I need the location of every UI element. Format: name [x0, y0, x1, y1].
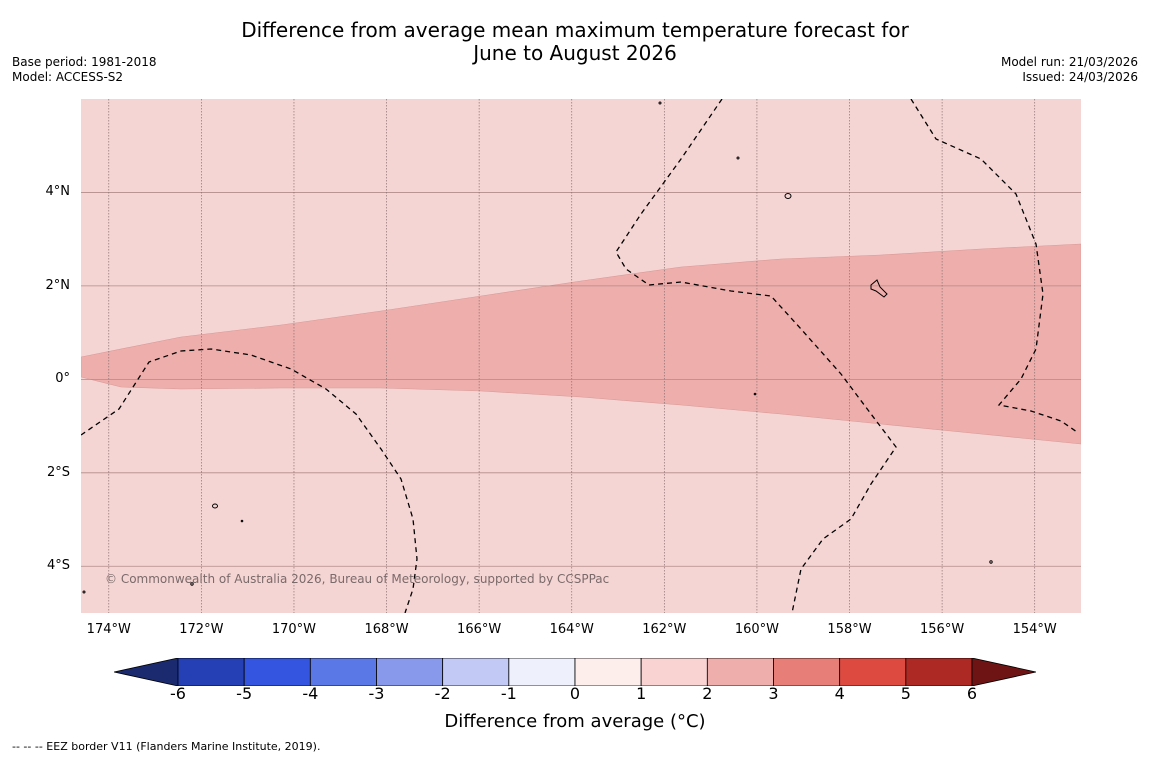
colorbar-tick-label: -4: [302, 684, 319, 703]
colorbar-tick-label: -1: [500, 684, 517, 703]
island: [753, 392, 757, 396]
lat-label: 4°N: [45, 184, 71, 200]
colorbar-cells: [114, 658, 1036, 686]
colorbar-tick-label: -5: [236, 684, 253, 703]
issued-date: Issued: 24/03/2026: [1022, 70, 1138, 84]
colorbar-tick-label: 6: [966, 684, 978, 703]
lat-label: 2°N: [45, 277, 71, 293]
colorbar-tick-label: 4: [834, 684, 845, 703]
model-run: Model run: 21/03/2026: [1000, 55, 1138, 69]
island: [736, 156, 740, 160]
lat-label: 0°: [55, 371, 70, 387]
island: [82, 590, 86, 594]
colorbar-cell: [309, 658, 377, 686]
island: [190, 582, 194, 586]
lon-label: 174°W: [86, 622, 131, 637]
colorbar-cell: [640, 658, 708, 686]
colorbar-cell: [508, 658, 576, 686]
lat-label: 4°S: [46, 558, 70, 574]
eez-borders: [81, 99, 1078, 613]
base-period: Base period: 1981-2018: [12, 55, 157, 69]
footnote: -- -- -- EEZ border V11 (Flanders Marine…: [12, 740, 321, 753]
colorbar-tick-label: 0: [569, 684, 581, 703]
colorbar-cell: [177, 658, 245, 686]
island: [658, 101, 662, 105]
colorbar-label: Difference from average (°C): [444, 711, 706, 732]
lon-label: 162°W: [642, 622, 687, 637]
colorbar-tick-label: 1: [636, 684, 647, 703]
gridlines: [81, 99, 1081, 613]
island: [784, 193, 792, 199]
title-line-1: Difference from average mean maximum tem…: [241, 18, 909, 42]
base-info: Base period: 1981-2018 Model: ACCESS-S2: [12, 55, 157, 85]
colorbar-tick-label: -6: [170, 684, 186, 703]
colorbar-cell: [376, 658, 444, 686]
colorbar-tick-label: -3: [368, 684, 385, 703]
lat-label: 2°S: [46, 464, 70, 480]
colorbar: [114, 658, 1036, 686]
lon-label: 166°W: [457, 622, 502, 637]
colorbar-tick-label: 2: [702, 684, 713, 703]
colorbar-cell: [773, 658, 841, 686]
colorbar-cell: [706, 658, 774, 686]
lon-label: 172°W: [179, 622, 224, 637]
model-name: Model: ACCESS-S2: [12, 70, 124, 84]
copyright-notice: © Commonwealth of Australia 2026, Bureau…: [105, 572, 610, 586]
colorbar-extension-high: [971, 658, 1036, 686]
colorbar-tick-label: -2: [434, 684, 451, 703]
colorbar-cell: [442, 658, 510, 686]
lon-label: 170°W: [271, 622, 317, 637]
islands: [82, 101, 993, 594]
lon-label: 168°W: [364, 622, 409, 637]
map-area: [81, 99, 1081, 613]
colorbar-cell: [905, 658, 973, 686]
eez-border-central: [615, 99, 897, 613]
island: [870, 279, 888, 298]
colorbar-cell: [574, 658, 642, 686]
anomaly-band-2-3: [81, 243, 1081, 445]
chart-title: Difference from average mean maximum tem…: [0, 19, 1150, 65]
colorbar-tick-label: 3: [768, 684, 779, 703]
island: [989, 560, 993, 564]
lon-label: 158°W: [827, 622, 872, 637]
island: [212, 503, 218, 509]
colorbar-cell: [839, 658, 907, 686]
eez-border-west: [81, 348, 418, 613]
run-info: Model run: 21/03/2026 Issued: 24/03/2026: [1001, 55, 1138, 85]
island: [240, 519, 244, 523]
lon-label: 164°W: [549, 622, 594, 637]
title-line-2: June to August 2026: [473, 41, 677, 65]
lon-label: 160°W: [734, 622, 779, 637]
lon-label: 156°W: [920, 622, 965, 637]
colorbar-tick-label: 5: [900, 684, 911, 703]
colorbar-extension-low: [114, 658, 179, 686]
lon-label: 154°W: [1012, 622, 1057, 637]
colorbar-cell: [243, 658, 311, 686]
